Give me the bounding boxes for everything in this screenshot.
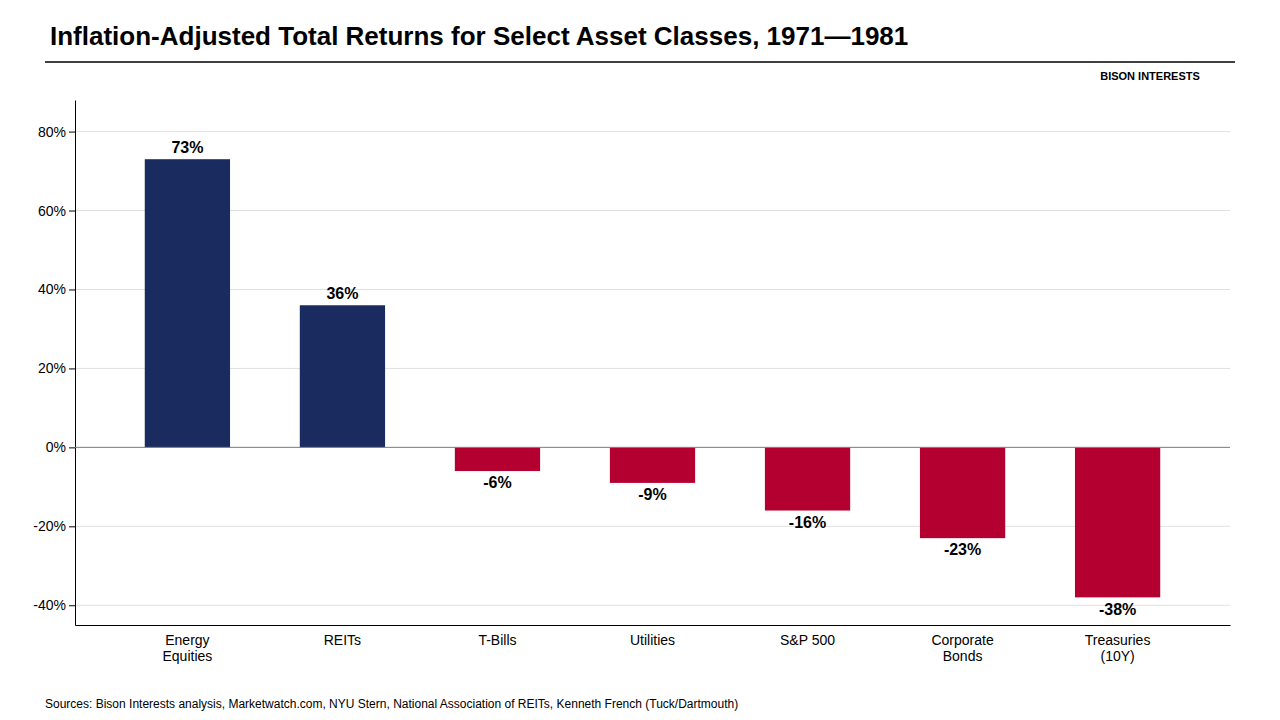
title-rule (45, 61, 1235, 63)
grid-line (75, 368, 1230, 369)
data-label: -23% (944, 541, 981, 558)
bar (455, 447, 540, 471)
y-axis: -40% -20% 0% 20% 40% 60% 80% (33, 101, 75, 626)
y-tick-label: 0% (46, 439, 66, 455)
y-tick-label: 80% (38, 124, 66, 140)
zero-line (75, 447, 1230, 448)
y-tick-mark (69, 447, 75, 448)
y-tick-mark (69, 526, 75, 527)
plot: -40% -20% 0% 20% 40% 60% 80% EnergyEquities REIT… (33, 101, 1230, 665)
data-label: -6% (483, 474, 511, 491)
bar (765, 447, 850, 510)
data-label: -16% (789, 514, 826, 531)
x-tick: T-Bills (478, 632, 516, 648)
y-tick-label: 20% (38, 360, 66, 376)
data-label: 36% (326, 285, 358, 302)
y-tick-label: -20% (33, 518, 66, 534)
bar (145, 159, 230, 447)
y-tick-mark (69, 211, 75, 212)
y-tick: 40% (38, 281, 75, 297)
y-tick: 60% (38, 203, 75, 219)
x-tick: Treasuries(10Y) (1085, 632, 1151, 664)
y-tick-mark (69, 368, 75, 369)
grid-line (75, 131, 1230, 132)
y-tick-mark (69, 132, 75, 133)
title: Inflation-Adjusted Total Returns for Sel… (50, 21, 908, 51)
y-tick-label: 60% (38, 203, 66, 219)
x-tick-label: REITs (324, 632, 361, 648)
y-tick: 20% (38, 360, 75, 376)
y-tick-mark (69, 605, 75, 606)
bar (610, 447, 695, 483)
y-tick-label: -40% (33, 597, 66, 613)
bars (145, 159, 1160, 597)
grid (75, 132, 1230, 606)
x-tick-label: Utilities (630, 632, 675, 648)
source: Sources: Bison Interests analysis, Marke… (45, 697, 738, 711)
x-tick: CorporateBonds (931, 632, 993, 664)
x-axis: EnergyEquities REITs T-Bills Utilities S&P 5… (76, 626, 1231, 665)
x-tick-label: T-Bills (478, 632, 516, 648)
grid-line (75, 605, 1230, 606)
bar (1075, 447, 1160, 597)
chart: Inflation-Adjusted Total Returns for Sel… (0, 0, 1280, 720)
x-axis-line (76, 625, 1231, 626)
grid-line (75, 210, 1230, 211)
x-tick-label: EnergyEquities (162, 632, 212, 664)
data-label: 73% (171, 139, 203, 156)
y-axis-line (75, 101, 76, 626)
x-tick: EnergyEquities (162, 632, 212, 664)
data-label: -38% (1099, 601, 1136, 618)
x-tick-label: CorporateBonds (931, 632, 993, 664)
y-tick-mark (69, 289, 75, 290)
annotation: BISON INTERESTS (1100, 70, 1200, 82)
y-tick: -20% (33, 518, 75, 534)
bar (920, 447, 1005, 538)
x-tick-label: Treasuries(10Y) (1085, 632, 1151, 664)
data-label: -9% (638, 486, 666, 503)
grid-line (75, 289, 1230, 290)
bar (300, 305, 385, 447)
y-tick: 0% (46, 439, 75, 455)
grid-line (75, 526, 1230, 527)
x-tick: Utilities (630, 632, 675, 648)
x-tick: REITs (324, 632, 361, 648)
y-tick-label: 40% (38, 281, 66, 297)
grid-line (75, 447, 1230, 448)
y-tick: -40% (33, 597, 75, 613)
y-tick: 80% (38, 124, 75, 140)
x-tick-label: S&P 500 (780, 632, 835, 648)
x-tick: S&P 500 (780, 632, 835, 648)
data-labels: 73% 36% -6% -9% -16% -23% -38% (171, 139, 1136, 617)
